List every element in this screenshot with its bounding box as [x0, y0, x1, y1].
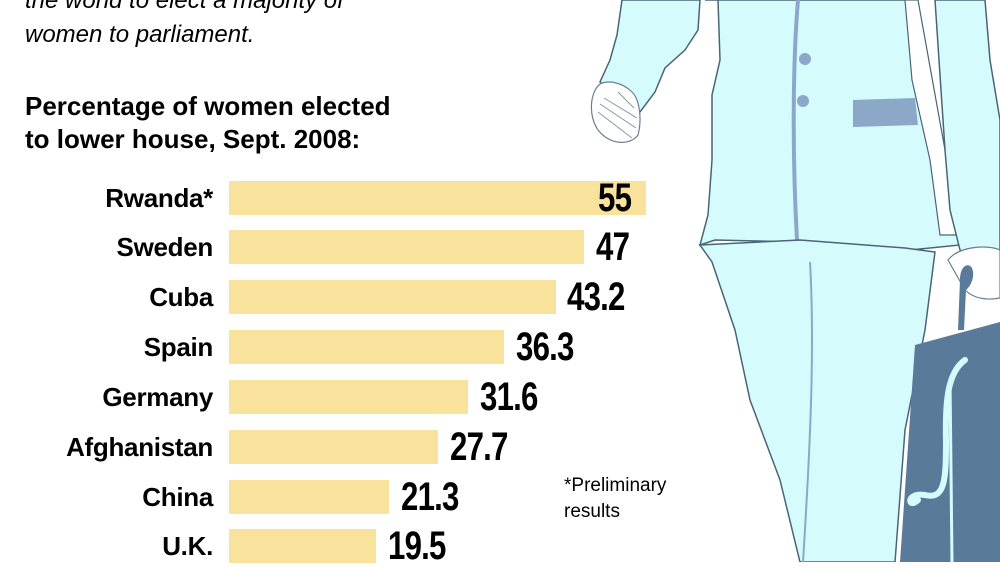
bar-row-uk: U.K. 19.5 — [0, 524, 700, 568]
value-label: 19.5 — [388, 524, 446, 568]
bar-row-germany: Germany 31.6 — [0, 375, 700, 419]
intro-text: the world to elect a majority of women t… — [25, 0, 344, 52]
bar-row-spain: Spain 36.3 — [0, 325, 700, 369]
trousers — [698, 239, 936, 562]
value-label: 43.2 — [567, 275, 625, 319]
intro-line: women to parliament. — [25, 21, 255, 48]
bar — [229, 230, 584, 264]
intro-line: the world to elect a majority of — [25, 0, 344, 14]
chart-title-line: Percentage of women elected — [25, 91, 391, 121]
bar — [229, 529, 376, 563]
country-label: Afghanistan — [66, 432, 213, 462]
jacket-pocket — [853, 98, 918, 127]
right-hand-icon — [947, 246, 1000, 300]
bar-row-afghanistan: Afghanistan 27.7 — [0, 425, 700, 469]
briefcase-handle — [958, 265, 974, 330]
bar — [229, 181, 646, 215]
chart-title: Percentage of women elected to lower hou… — [25, 90, 391, 156]
chart-title-line: to lower house, Sept. 2008: — [25, 124, 361, 154]
footnote-line: *Preliminary — [564, 475, 667, 496]
left-fist-icon — [590, 81, 641, 143]
value-label: 47 — [596, 225, 630, 269]
bar-row-rwanda: Rwanda* 55 — [0, 176, 700, 220]
footnote-line: results — [564, 501, 620, 522]
country-label: Sweden — [116, 232, 214, 262]
bar-row-cuba: Cuba 43.2 — [0, 275, 700, 319]
value-label: 31.6 — [480, 375, 538, 419]
country-label: Spain — [143, 332, 214, 362]
bar — [229, 430, 438, 464]
value-label: 55 — [598, 176, 632, 220]
bar-row-china: China 21.3 — [0, 475, 700, 519]
bar — [229, 480, 389, 514]
bar-row-sweden: Sweden 47 — [0, 225, 700, 269]
bar — [229, 330, 504, 364]
country-label: Rwanda* — [105, 183, 213, 213]
country-label: U.K. — [162, 531, 213, 561]
jacket-button-icon — [799, 53, 811, 65]
value-label: 36.3 — [516, 325, 574, 369]
footnote: *Preliminary results — [564, 473, 666, 525]
bar — [229, 380, 468, 414]
value-label: 27.7 — [450, 425, 508, 469]
country-label: Germany — [102, 382, 213, 412]
bar — [229, 280, 556, 314]
value-label: 21.3 — [401, 475, 459, 519]
jacket-button-icon — [797, 95, 809, 107]
country-label: Cuba — [149, 282, 213, 312]
country-label: China — [142, 482, 213, 512]
